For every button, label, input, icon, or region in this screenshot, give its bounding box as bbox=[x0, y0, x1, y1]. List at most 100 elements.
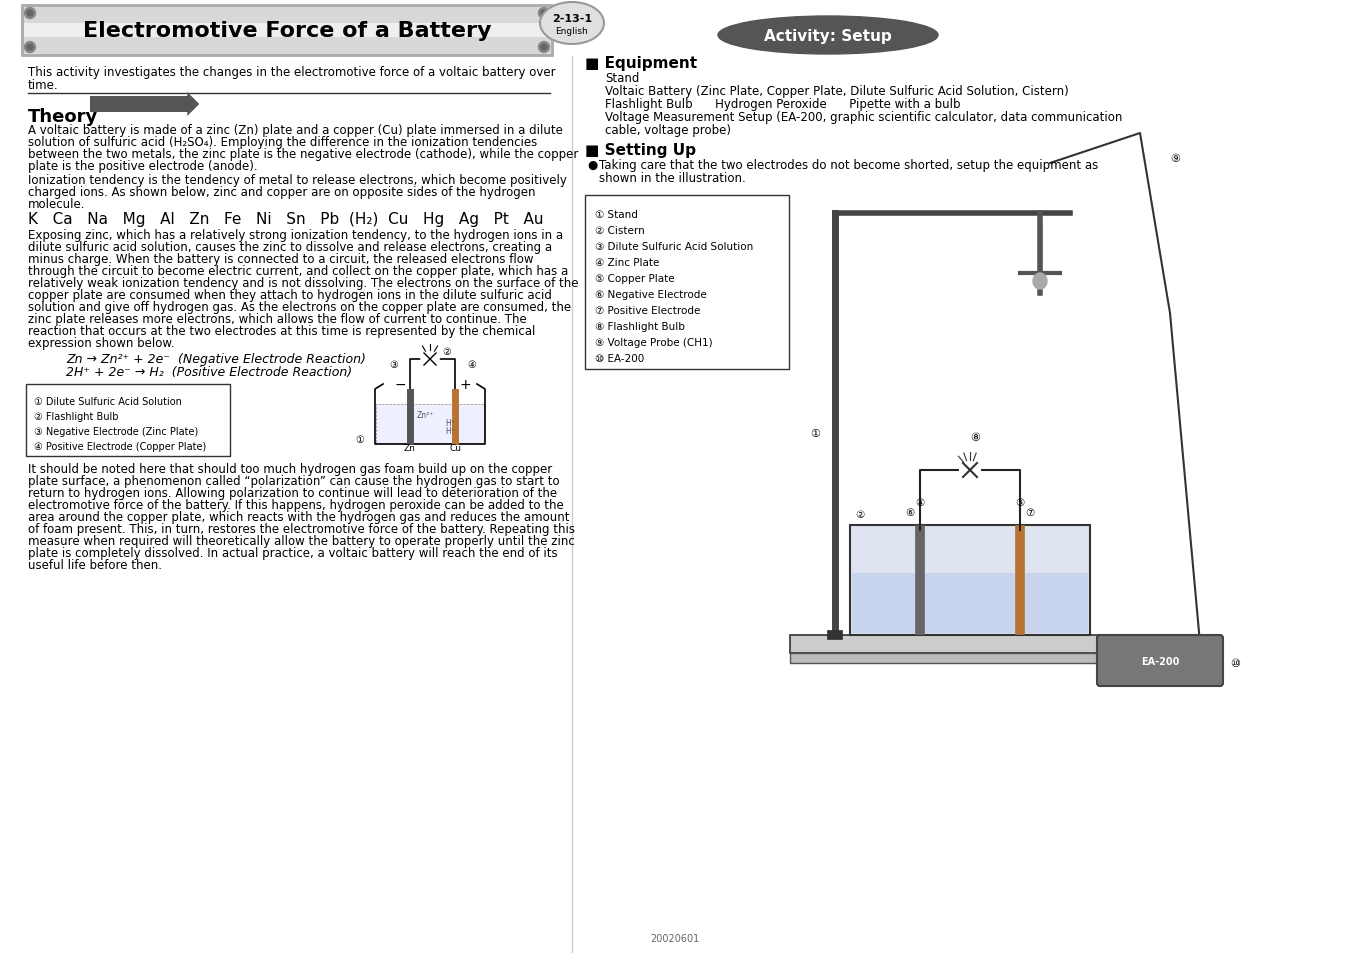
Text: K   Ca   Na   Mg   Al   Zn   Fe   Ni   Sn   Pb  (H₂)  Cu   Hg   Ag   Pt   Au: K Ca Na Mg Al Zn Fe Ni Sn Pb (H₂) Cu Hg … bbox=[28, 212, 543, 227]
Text: ⑤: ⑤ bbox=[1016, 497, 1024, 507]
Text: 2H⁺ + 2e⁻ → H₂  (Positive Electrode Reaction): 2H⁺ + 2e⁻ → H₂ (Positive Electrode React… bbox=[66, 366, 353, 378]
Text: ③ Negative Electrode (Zinc Plate): ③ Negative Electrode (Zinc Plate) bbox=[34, 427, 199, 436]
Text: ⑩ EA-200: ⑩ EA-200 bbox=[594, 354, 644, 364]
Ellipse shape bbox=[717, 17, 938, 55]
Text: electromotive force of the battery. If this happens, hydrogen peroxide can be ad: electromotive force of the battery. If t… bbox=[28, 498, 563, 512]
Bar bbox=[852, 573, 1088, 634]
Ellipse shape bbox=[1034, 274, 1047, 290]
Text: H⁺: H⁺ bbox=[444, 419, 455, 428]
Circle shape bbox=[27, 11, 32, 17]
Text: −: − bbox=[394, 377, 405, 392]
Text: ⑩: ⑩ bbox=[1229, 659, 1240, 668]
Text: It should be noted here that should too much hydrogen gas foam build up on the c: It should be noted here that should too … bbox=[28, 462, 553, 476]
Circle shape bbox=[540, 11, 547, 17]
Text: EA-200: EA-200 bbox=[1140, 657, 1179, 666]
Text: ⑨ Voltage Probe (CH1): ⑨ Voltage Probe (CH1) bbox=[594, 337, 712, 348]
Circle shape bbox=[27, 45, 32, 51]
Text: of foam present. This, in turn, restores the electromotive force of the battery.: of foam present. This, in turn, restores… bbox=[28, 522, 576, 536]
Text: relatively weak ionization tendency and is not dissolving. The electrons on the : relatively weak ionization tendency and … bbox=[28, 276, 578, 290]
Text: ① Dilute Sulfuric Acid Solution: ① Dilute Sulfuric Acid Solution bbox=[34, 396, 182, 407]
Text: ① Stand: ① Stand bbox=[594, 210, 638, 220]
Circle shape bbox=[961, 460, 979, 480]
Ellipse shape bbox=[540, 3, 604, 45]
Text: Exposing zinc, which has a relatively strong ionization tendency, to the hydroge: Exposing zinc, which has a relatively st… bbox=[28, 229, 563, 242]
Text: solution and give off hydrogen gas. As the electrons on the copper plate are con: solution and give off hydrogen gas. As t… bbox=[28, 301, 571, 314]
Text: Activity: Setup: Activity: Setup bbox=[765, 29, 892, 44]
Text: useful life before then.: useful life before then. bbox=[28, 558, 162, 572]
Text: between the two metals, the zinc plate is the negative electrode (cathode), whil: between the two metals, the zinc plate i… bbox=[28, 148, 578, 161]
Text: Taking care that the two electrodes do not become shorted, setup the equipment a: Taking care that the two electrodes do n… bbox=[598, 159, 1098, 172]
Text: shown in the illustration.: shown in the illustration. bbox=[598, 172, 746, 185]
Text: solution of sulfuric acid (H₂SO₄). Employing the difference in the ionization te: solution of sulfuric acid (H₂SO₄). Emplo… bbox=[28, 136, 538, 149]
FancyBboxPatch shape bbox=[22, 6, 553, 56]
Text: Voltaic Battery (Zinc Plate, Copper Plate, Dilute Sulfuric Acid Solution, Cister: Voltaic Battery (Zinc Plate, Copper Plat… bbox=[605, 85, 1069, 98]
Text: H⁺: H⁺ bbox=[444, 427, 455, 436]
Text: expression shown below.: expression shown below. bbox=[28, 336, 174, 350]
Text: ⑥ Negative Electrode: ⑥ Negative Electrode bbox=[594, 290, 707, 299]
Text: This activity investigates the changes in the electromotive force of a voltaic b: This activity investigates the changes i… bbox=[28, 66, 555, 79]
FancyBboxPatch shape bbox=[1097, 636, 1223, 686]
Text: ⑥: ⑥ bbox=[905, 507, 915, 517]
Text: ③ Dilute Sulfuric Acid Solution: ③ Dilute Sulfuric Acid Solution bbox=[594, 242, 754, 252]
FancyBboxPatch shape bbox=[91, 92, 200, 117]
Text: ⑨: ⑨ bbox=[1170, 153, 1179, 164]
Text: Theory: Theory bbox=[28, 108, 99, 126]
Text: ⑧ Flashlight Bulb: ⑧ Flashlight Bulb bbox=[594, 322, 685, 332]
Text: ■ Setting Up: ■ Setting Up bbox=[585, 143, 696, 158]
Text: Zn → Zn²⁺ + 2e⁻  (Negative Electrode Reaction): Zn → Zn²⁺ + 2e⁻ (Negative Electrode Reac… bbox=[66, 353, 366, 366]
Circle shape bbox=[539, 9, 550, 19]
Text: molecule.: molecule. bbox=[28, 198, 85, 211]
FancyBboxPatch shape bbox=[26, 385, 230, 456]
Circle shape bbox=[24, 9, 35, 19]
Text: ⑧: ⑧ bbox=[970, 433, 979, 442]
Text: 2-13-1: 2-13-1 bbox=[553, 14, 592, 24]
Text: Electromotive Force of a Battery: Electromotive Force of a Battery bbox=[82, 21, 492, 41]
Text: ② Cistern: ② Cistern bbox=[594, 226, 644, 235]
Text: copper plate are consumed when they attach to hydrogen ions in the dilute sulfur: copper plate are consumed when they atta… bbox=[28, 289, 551, 302]
Text: ④ Zinc Plate: ④ Zinc Plate bbox=[594, 257, 659, 268]
Text: ⑦: ⑦ bbox=[1025, 507, 1035, 517]
Circle shape bbox=[539, 43, 550, 53]
Text: ②: ② bbox=[855, 510, 865, 519]
Text: ①: ① bbox=[355, 435, 365, 444]
Circle shape bbox=[422, 351, 439, 369]
Text: plate is the positive electrode (anode).: plate is the positive electrode (anode). bbox=[28, 160, 258, 172]
Text: cable, voltage probe): cable, voltage probe) bbox=[605, 124, 731, 137]
Text: English: English bbox=[555, 28, 589, 36]
Text: dilute sulfuric acid solution, causes the zinc to dissolve and release electrons: dilute sulfuric acid solution, causes th… bbox=[28, 241, 553, 253]
Circle shape bbox=[540, 45, 547, 51]
Text: Ionization tendency is the tendency of metal to release electrons, which become : Ionization tendency is the tendency of m… bbox=[28, 173, 567, 187]
Text: measure when required will theoretically allow the battery to operate properly u: measure when required will theoretically… bbox=[28, 535, 574, 547]
Text: ●: ● bbox=[586, 159, 597, 172]
Bar bbox=[376, 405, 484, 443]
Bar bbox=[790, 636, 1179, 654]
Text: Flashlight Bulb      Hydrogen Peroxide      Pipette with a bulb: Flashlight Bulb Hydrogen Peroxide Pipett… bbox=[605, 98, 961, 111]
Text: Zn²⁺: Zn²⁺ bbox=[416, 411, 434, 420]
Text: ■ Equipment: ■ Equipment bbox=[585, 56, 697, 71]
Text: ④: ④ bbox=[916, 497, 924, 507]
Text: time.: time. bbox=[28, 79, 58, 91]
Text: ②: ② bbox=[442, 347, 451, 356]
Circle shape bbox=[24, 43, 35, 53]
Text: area around the copper plate, which reacts with the hydrogen gas and reduces the: area around the copper plate, which reac… bbox=[28, 511, 570, 523]
Text: Voltage Measurement Setup (EA-200, graphic scientific calculator, data communica: Voltage Measurement Setup (EA-200, graph… bbox=[605, 111, 1123, 124]
Text: plate surface, a phenomenon called “polarization” can cause the hydrogen gas to : plate surface, a phenomenon called “pola… bbox=[28, 475, 559, 488]
Text: return to hydrogen ions. Allowing polarization to continue will lead to deterior: return to hydrogen ions. Allowing polari… bbox=[28, 486, 557, 499]
FancyBboxPatch shape bbox=[24, 24, 550, 38]
Text: ①: ① bbox=[811, 429, 820, 438]
Text: 20020601: 20020601 bbox=[650, 933, 700, 943]
Text: Cu: Cu bbox=[449, 443, 461, 453]
Text: ④: ④ bbox=[467, 359, 476, 370]
Text: ③: ③ bbox=[389, 359, 399, 370]
FancyBboxPatch shape bbox=[585, 195, 789, 370]
Text: plate is completely dissolved. In actual practice, a voltaic battery will reach : plate is completely dissolved. In actual… bbox=[28, 546, 558, 559]
Text: charged ions. As shown below, zinc and copper are on opposite sides of the hydro: charged ions. As shown below, zinc and c… bbox=[28, 186, 535, 199]
Bar bbox=[850, 525, 1090, 636]
Text: reaction that occurs at the two electrodes at this time is represented by the ch: reaction that occurs at the two electrod… bbox=[28, 325, 535, 337]
Text: ② Flashlight Bulb: ② Flashlight Bulb bbox=[34, 412, 119, 421]
Text: ④ Positive Electrode (Copper Plate): ④ Positive Electrode (Copper Plate) bbox=[34, 441, 207, 452]
Text: A voltaic battery is made of a zinc (Zn) plate and a copper (Cu) plate immersed : A voltaic battery is made of a zinc (Zn)… bbox=[28, 124, 563, 137]
Text: ⑤ Copper Plate: ⑤ Copper Plate bbox=[594, 274, 674, 284]
Text: ⑦ Positive Electrode: ⑦ Positive Electrode bbox=[594, 306, 700, 315]
Text: zinc plate releases more electrons, which allows the flow of current to continue: zinc plate releases more electrons, whic… bbox=[28, 313, 527, 326]
